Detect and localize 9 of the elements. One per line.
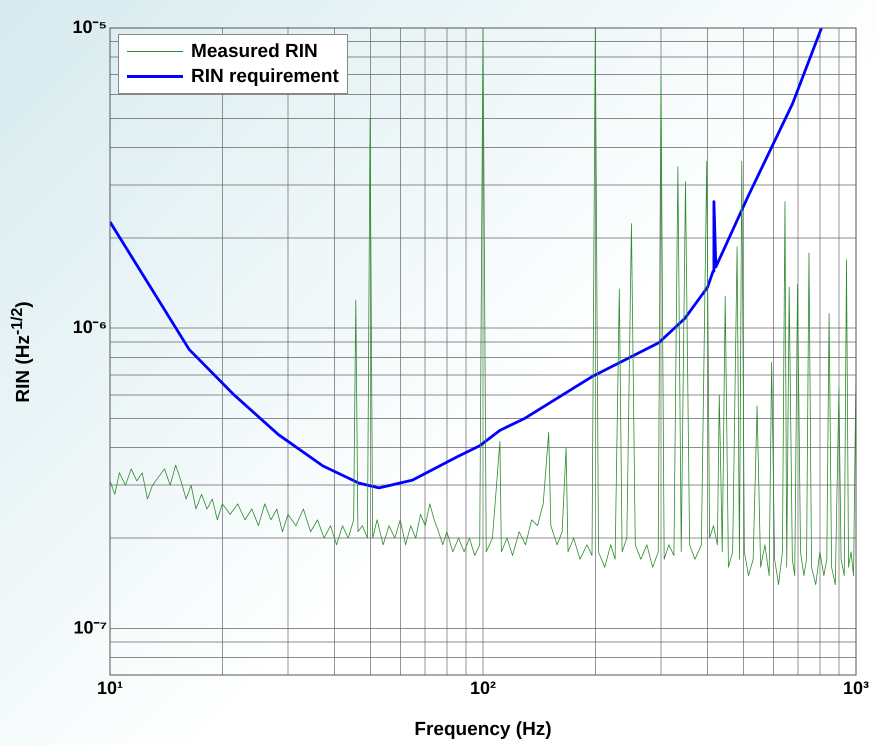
x-axis-title: Frequency (Hz) [414, 718, 552, 740]
x-tick-label: 10² [470, 678, 496, 698]
x-tick-label: 10¹ [96, 678, 124, 698]
y-tick-label: 10⁻⁷ [74, 617, 107, 638]
y-tick-label: 10⁻⁵ [72, 16, 107, 37]
legend-label: Measured RIN [191, 40, 318, 62]
x-tick-label: 10³ [842, 678, 870, 698]
legend-label: RIN requirement [191, 66, 339, 88]
y-tick-label: 10⁻⁶ [72, 317, 107, 338]
